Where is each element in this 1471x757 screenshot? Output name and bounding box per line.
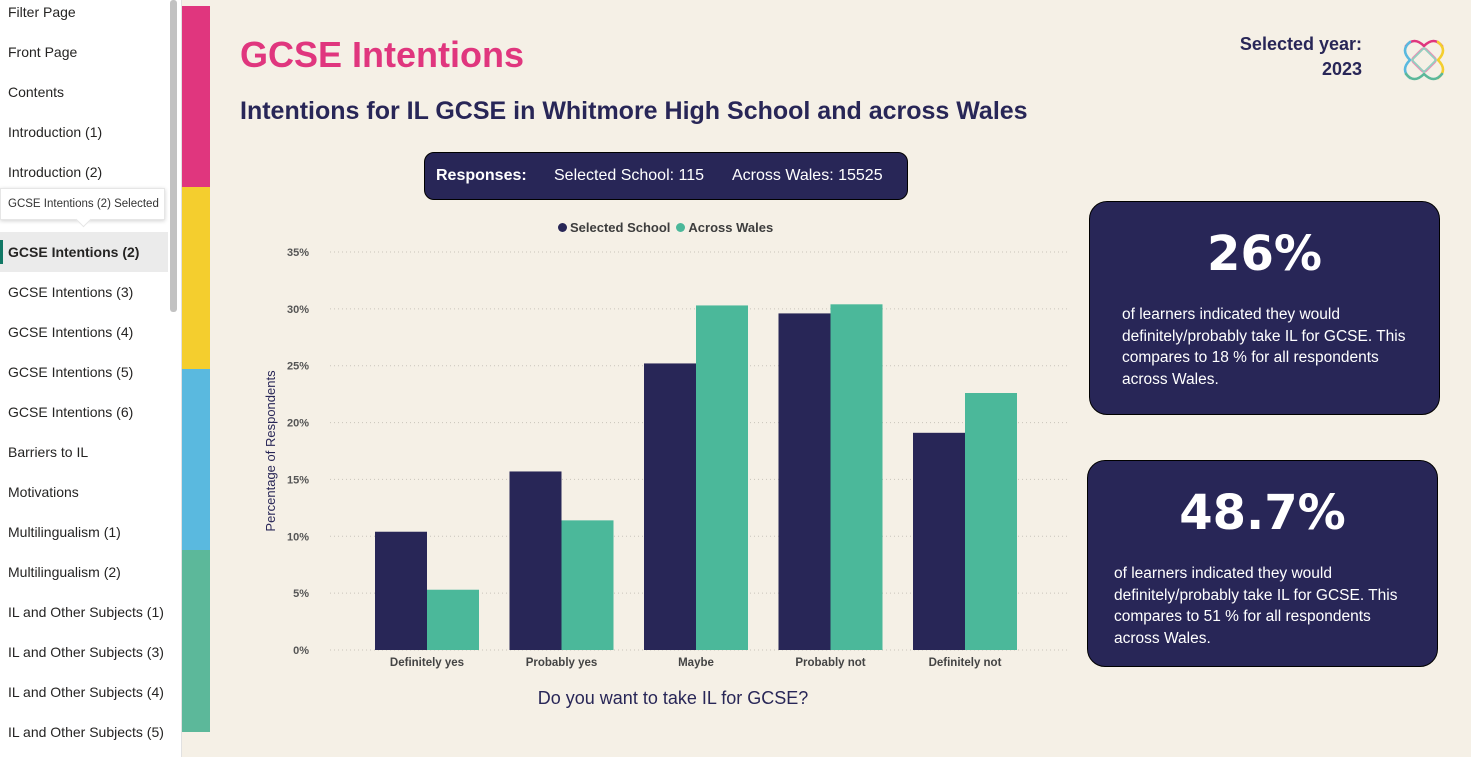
kpi-card-definitely-probably-wales: 48.7% of learners indicated they would d… <box>1087 460 1438 667</box>
legend-dot-icon <box>558 223 567 232</box>
page-title: GCSE Intentions <box>240 34 525 75</box>
nav-item-il-other-subjects-4[interactable]: IL and Other Subjects (4) <box>8 684 164 700</box>
nav-item-introduction-2[interactable]: Introduction (2) <box>8 164 103 180</box>
bar-across-wales <box>965 393 1017 650</box>
nav-item-gcse-intentions-6[interactable]: GCSE Intentions (6) <box>8 404 134 420</box>
nav-item-gcse-intentions-2[interactable]: GCSE Intentions (2) <box>0 232 168 272</box>
nav-item-multilingualism-2[interactable]: Multilingualism (2) <box>8 564 121 580</box>
bar-selected-school <box>913 432 965 650</box>
kpi-description: of learners indicated they would definit… <box>1114 565 1398 647</box>
page-subtitle: Intentions for IL GCSE in Whitmore High … <box>240 97 1028 125</box>
legend-entry-across-wales[interactable]: Across Wales <box>676 220 773 235</box>
nav-item-il-other-subjects-5[interactable]: IL and Other Subjects (5) <box>8 724 164 740</box>
nav-item-gcse-intentions-5[interactable]: GCSE Intentions (5) <box>8 364 134 380</box>
nav-item-motivations[interactable]: Motivations <box>8 484 79 500</box>
chart-legend: Selected School Across Wales <box>558 220 779 235</box>
y-tick-label: 25% <box>287 361 309 373</box>
legend-label-selected-school: Selected School <box>570 220 671 235</box>
x-tick-label: Definitely yes <box>390 657 464 669</box>
nav-item-contents[interactable]: Contents <box>8 84 65 100</box>
kpi-description: of learners indicated they would definit… <box>1122 306 1406 388</box>
x-tick-label: Probably not <box>795 657 865 669</box>
legend-entry-selected-school[interactable]: Selected School <box>558 220 670 235</box>
bar-across-wales <box>830 304 883 650</box>
legend-label-across-wales: Across Wales <box>688 220 774 235</box>
page-navigation-sidebar: Filter Page Front Page Contents Introduc… <box>0 0 168 757</box>
selected-year-label: Selected year: <box>1239 34 1362 54</box>
accent-stripe-green <box>182 550 210 732</box>
knot-logo-icon <box>1403 39 1445 81</box>
y-tick-label: 30% <box>287 304 309 316</box>
x-tick-label: Maybe <box>678 657 714 669</box>
bar-across-wales <box>427 589 479 650</box>
kpi-card-definitely-probably-school: 26% of learners indicated they would def… <box>1089 201 1440 415</box>
nav-item-il-other-subjects-3[interactable]: IL and Other Subjects (3) <box>8 644 164 660</box>
bar-selected-school <box>778 313 831 650</box>
nav-item-gcse-intentions-3[interactable]: GCSE Intentions (3) <box>8 284 134 300</box>
bar-across-wales <box>696 305 748 650</box>
accent-stripe-pink <box>182 6 210 187</box>
accent-stripe-blue <box>182 369 210 550</box>
responses-school-count: Selected School: 115 <box>554 167 705 184</box>
y-tick-label: 10% <box>287 531 309 543</box>
nav-item-multilingualism-1[interactable]: Multilingualism (1) <box>8 524 121 540</box>
x-tick-label: Definitely not <box>929 657 1002 669</box>
nav-item-front-page[interactable]: Front Page <box>8 44 78 60</box>
y-tick-label: 15% <box>287 474 309 486</box>
intentions-bar-chart: 0% 5% 10% 15% 20% 25% 30% 35% Percentage of Resp… <box>263 247 1070 669</box>
nav-item-gcse-intentions-4[interactable]: GCSE Intentions (4) <box>8 324 134 340</box>
nav-item-filter-page[interactable]: Filter Page <box>8 4 76 20</box>
selected-year: Selected year: 2023 <box>1200 32 1362 82</box>
kpi-value: 48.7% <box>1179 485 1346 541</box>
responses-wales-count: Across Wales: 15525 <box>732 167 883 184</box>
bar-across-wales <box>561 520 614 650</box>
y-tick-label: 0% <box>293 645 309 657</box>
bar-selected-school <box>375 531 427 650</box>
y-tick-label: 5% <box>293 588 309 600</box>
y-tick-label: 35% <box>287 247 309 259</box>
nav-item-il-other-subjects-1[interactable]: IL and Other Subjects (1) <box>8 604 164 620</box>
chart-x-axis-title: Do you want to take IL for GCSE? <box>537 688 809 708</box>
legend-dot-icon <box>676 223 686 232</box>
bar-selected-school <box>644 363 696 650</box>
nav-item-barriers-to-il[interactable]: Barriers to IL <box>8 444 89 460</box>
accent-stripe-yellow <box>182 187 210 369</box>
responses-label: Responses: <box>436 167 527 184</box>
responses-banner: Responses: Selected School: 115 Across W… <box>424 152 908 200</box>
sidebar-scrollbar-thumb[interactable] <box>170 0 177 312</box>
nav-item-introduction-1[interactable]: Introduction (1) <box>8 124 103 140</box>
selected-page-tooltip: GCSE Intentions (2) Selected <box>0 188 165 220</box>
chart-y-axis-title: Percentage of Respondents <box>263 370 278 532</box>
y-tick-label: 20% <box>287 418 309 430</box>
bar-selected-school <box>509 471 562 650</box>
kpi-value: 26% <box>1207 226 1322 282</box>
selected-year-value: 2023 <box>1321 59 1362 79</box>
x-tick-label: Probably yes <box>526 657 598 669</box>
